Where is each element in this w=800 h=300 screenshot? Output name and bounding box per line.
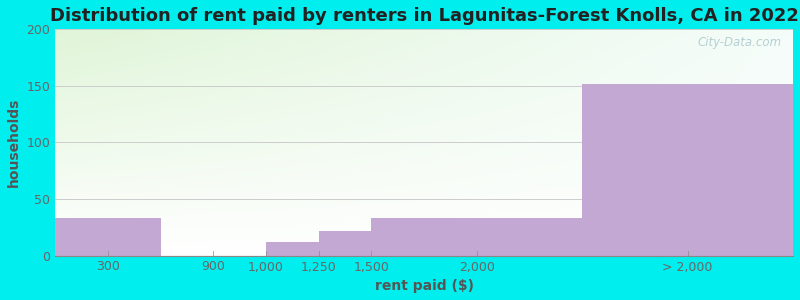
- Text: City-Data.com: City-Data.com: [698, 36, 782, 49]
- Title: Distribution of rent paid by renters in Lagunitas-Forest Knolls, CA in 2022: Distribution of rent paid by renters in …: [50, 7, 798, 25]
- Bar: [266, 242, 318, 256]
- Bar: [318, 231, 371, 256]
- Bar: [371, 218, 582, 256]
- Bar: [55, 218, 161, 256]
- X-axis label: rent paid ($): rent paid ($): [374, 279, 474, 293]
- Bar: [582, 84, 793, 256]
- Y-axis label: households: households: [7, 98, 21, 187]
